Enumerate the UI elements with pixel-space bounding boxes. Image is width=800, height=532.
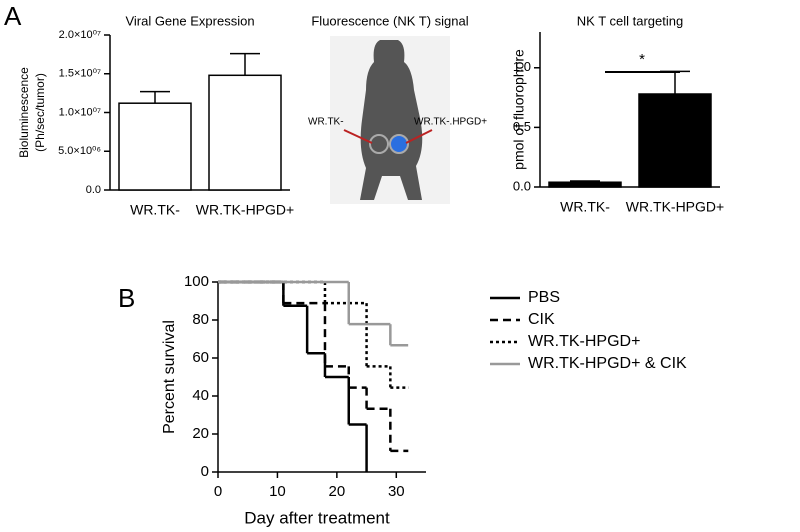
roi-circle — [369, 134, 389, 154]
y-tick-label: 0.0 — [513, 178, 531, 193]
annotation: WR.TK-.HPGD+ — [414, 117, 487, 128]
arrow — [405, 129, 433, 144]
y-tick-label: 20 — [192, 425, 209, 442]
bar — [638, 93, 712, 188]
y-tick-label: 0 — [201, 463, 209, 480]
arrow — [343, 129, 373, 144]
y-tick-label: 2.0×10⁰⁷ — [59, 29, 101, 41]
x-axis-label: Day after treatment — [244, 508, 390, 527]
x-tick-label: WR.TK- — [560, 199, 610, 215]
legend-label: WR.TK-HPGD+ — [528, 333, 640, 350]
legend-label: CIK — [528, 311, 555, 328]
mouse-image — [330, 36, 450, 204]
y-axis-label: pmol of fluorophore — [511, 49, 527, 170]
x-tick-label: 0 — [214, 483, 222, 500]
y-tick-label: 0.5 — [513, 119, 531, 134]
y-tick-label: 5.0×10⁰⁶ — [58, 145, 101, 157]
y-tick-label: 100 — [184, 273, 209, 290]
y-tick-label: 80 — [192, 311, 209, 328]
mouse-body — [360, 40, 423, 200]
legend-label: WR.TK-HPGD+ & CIK — [528, 355, 687, 372]
x-tick-label: 10 — [269, 483, 286, 500]
bar — [118, 102, 192, 191]
x-tick-label: WR.TK-HPGD+ — [626, 199, 724, 215]
y-tick-label: 1.5×10⁰⁷ — [59, 68, 101, 80]
legend-label: PBS — [528, 289, 560, 306]
roi-circle — [389, 134, 409, 154]
panel-label: B — [118, 283, 135, 313]
y-axis-label: (Ph/sec/tumor) — [33, 73, 47, 152]
chart-title: Fluorescence (NK T) signal — [311, 13, 468, 28]
y-tick-label: 0.0 — [86, 184, 101, 196]
x-tick-label: WR.TK-HPGD+ — [196, 202, 294, 218]
y-axis-label: Bioluminescence — [17, 67, 31, 158]
significance-label: * — [639, 51, 645, 68]
y-tick-label: 40 — [192, 387, 209, 404]
bar — [208, 74, 282, 191]
panel-label: A — [4, 1, 22, 31]
y-tick-label: 60 — [192, 349, 209, 366]
annotation: WR.TK- — [308, 117, 344, 128]
y-axis-label: Percent survival — [161, 320, 178, 434]
bar — [548, 181, 622, 188]
x-tick-label: 30 — [388, 483, 405, 500]
chart-title: NK T cell targeting — [577, 13, 683, 28]
x-tick-label: WR.TK- — [130, 202, 180, 218]
y-tick-label: 1.0 — [513, 59, 531, 74]
y-tick-label: 1.0×10⁰⁷ — [59, 106, 101, 118]
x-tick-label: 20 — [329, 483, 346, 500]
chart-title: Viral Gene Expression — [125, 13, 254, 28]
